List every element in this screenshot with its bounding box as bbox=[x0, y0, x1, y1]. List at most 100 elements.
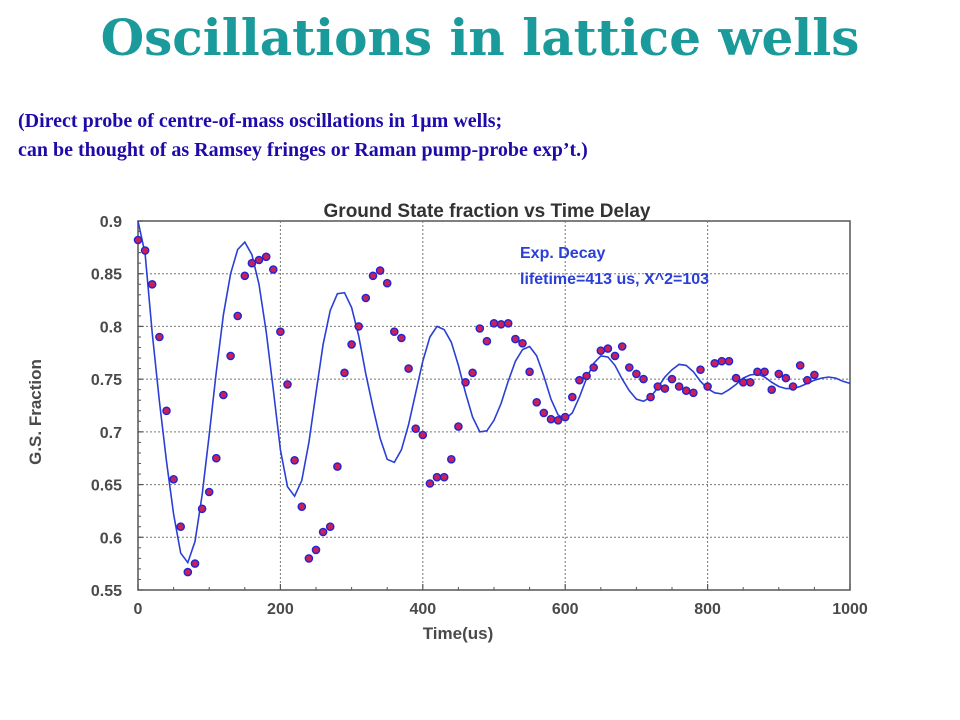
data-point bbox=[454, 422, 463, 431]
data-point bbox=[553, 415, 563, 425]
data-point bbox=[482, 336, 492, 346]
data-point bbox=[233, 311, 242, 321]
data-point bbox=[674, 382, 684, 391]
data-point bbox=[810, 370, 819, 380]
data-point bbox=[183, 567, 193, 577]
data-point bbox=[368, 271, 378, 281]
grid-lines bbox=[137, 220, 851, 591]
data-point bbox=[724, 356, 734, 366]
data-point bbox=[475, 324, 485, 333]
data-point bbox=[254, 255, 264, 265]
data-point bbox=[596, 346, 606, 356]
data-point bbox=[795, 361, 805, 370]
data-point bbox=[746, 377, 755, 387]
annotation-fit-name: Exp. Decay bbox=[520, 245, 605, 262]
data-point bbox=[382, 278, 392, 288]
y-tick-label: 0.75 bbox=[91, 372, 122, 389]
data-point bbox=[197, 504, 207, 514]
data-point bbox=[446, 454, 456, 464]
x-axis-label: Time(us) bbox=[423, 624, 494, 643]
data-point bbox=[418, 430, 428, 440]
subtitle-line-2: can be thought of as Ramsey fringes or R… bbox=[18, 139, 588, 161]
data-point bbox=[304, 554, 314, 563]
x-tick-label: 400 bbox=[409, 601, 436, 618]
data-point bbox=[568, 392, 577, 402]
fit-curve bbox=[137, 220, 851, 565]
annotation-fit-params: lifetime=413 us, X^2=103 bbox=[520, 271, 709, 288]
x-tick-label: 200 bbox=[267, 601, 294, 618]
plot-frame bbox=[137, 220, 851, 591]
data-point bbox=[204, 487, 214, 497]
y-tick-label: 0.55 bbox=[91, 583, 122, 600]
data-point bbox=[169, 474, 178, 484]
data-point bbox=[738, 377, 748, 387]
data-point bbox=[247, 258, 257, 268]
data-point bbox=[689, 388, 698, 398]
data-point bbox=[461, 377, 470, 387]
data-point bbox=[781, 373, 791, 383]
data-point bbox=[311, 545, 321, 555]
y-tick-label: 0.9 bbox=[100, 214, 122, 231]
data-points bbox=[133, 235, 819, 577]
data-point bbox=[219, 390, 228, 400]
y-tick-label: 0.7 bbox=[100, 425, 122, 442]
data-point bbox=[361, 293, 371, 303]
data-point bbox=[625, 363, 634, 372]
data-point bbox=[703, 382, 712, 391]
data-point bbox=[347, 340, 356, 349]
data-point bbox=[297, 502, 307, 512]
data-point bbox=[546, 414, 556, 424]
data-point bbox=[511, 334, 520, 344]
y-tick-labels: 0.55 0.6 0.65 0.7 0.75 0.8 0.85 0.9 bbox=[91, 214, 122, 600]
data-point bbox=[283, 380, 292, 389]
y-tick-label: 0.6 bbox=[100, 530, 122, 547]
data-point bbox=[767, 385, 777, 395]
data-point bbox=[432, 472, 442, 482]
data-point bbox=[268, 265, 278, 274]
data-point bbox=[617, 342, 627, 351]
y-axis-label: G.S. Fraction bbox=[26, 359, 45, 465]
data-point bbox=[717, 356, 727, 366]
data-point bbox=[389, 327, 399, 337]
data-point bbox=[468, 368, 477, 378]
data-point bbox=[525, 367, 534, 377]
data-point bbox=[133, 235, 143, 245]
data-point bbox=[340, 368, 349, 378]
data-point bbox=[404, 364, 413, 373]
data-point bbox=[496, 319, 506, 329]
data-point bbox=[539, 408, 549, 418]
data-point bbox=[603, 344, 613, 353]
data-point bbox=[147, 279, 157, 289]
x-tick-label: 0 bbox=[134, 601, 143, 618]
x-tick-label: 600 bbox=[552, 601, 579, 618]
data-point bbox=[375, 266, 385, 275]
data-point bbox=[489, 318, 499, 328]
data-point bbox=[190, 559, 200, 568]
data-point bbox=[290, 455, 299, 465]
data-point bbox=[582, 371, 591, 381]
data-point bbox=[788, 382, 798, 391]
data-point bbox=[425, 479, 435, 488]
subtitle-line-1: (Direct probe of centre-of-mass oscillat… bbox=[18, 110, 503, 132]
data-point bbox=[753, 367, 762, 377]
data-point bbox=[503, 318, 513, 328]
data-point bbox=[518, 338, 527, 348]
data-point bbox=[211, 453, 221, 463]
data-point bbox=[439, 472, 449, 482]
data-point bbox=[318, 527, 328, 537]
data-point bbox=[162, 406, 171, 416]
data-point bbox=[681, 386, 691, 396]
data-point bbox=[589, 363, 599, 372]
data-point bbox=[760, 367, 769, 377]
data-point bbox=[176, 522, 185, 532]
data-point bbox=[667, 374, 677, 384]
data-point bbox=[261, 252, 271, 262]
data-point bbox=[354, 322, 364, 331]
data-point bbox=[731, 373, 741, 383]
data-point bbox=[411, 424, 421, 434]
data-point bbox=[696, 365, 705, 375]
data-point bbox=[575, 375, 584, 385]
data-point bbox=[639, 374, 648, 384]
data-point bbox=[610, 351, 620, 361]
